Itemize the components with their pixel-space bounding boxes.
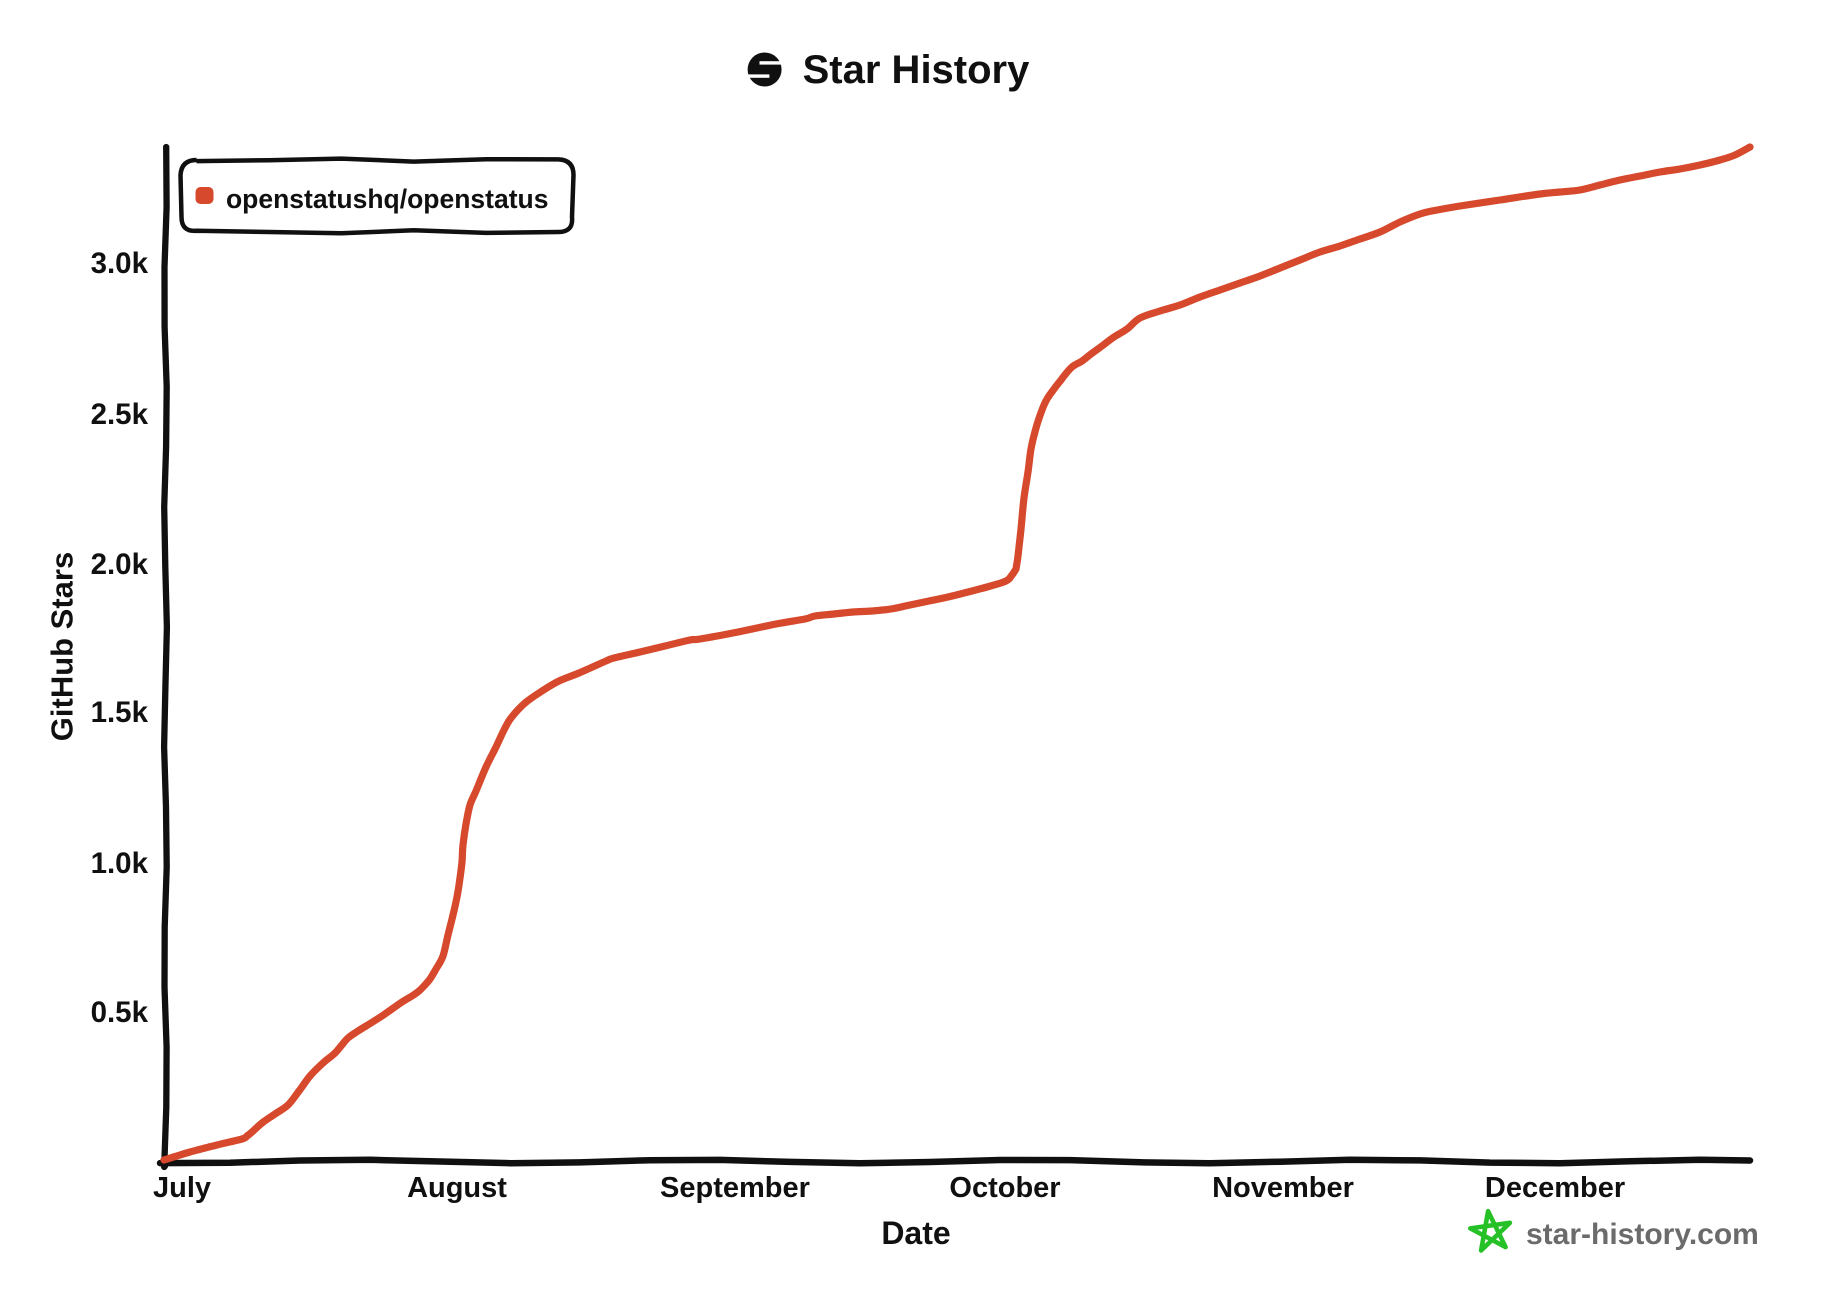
svg-text:July: July — [153, 1172, 211, 1204]
svg-text:2.0k: 2.0k — [91, 548, 149, 581]
svg-text:1.0k: 1.0k — [91, 847, 149, 880]
svg-text:1.5k: 1.5k — [91, 696, 149, 729]
svg-text:openstatushq/openstatus: openstatushq/openstatus — [226, 184, 548, 214]
svg-text:0.5k: 0.5k — [91, 996, 149, 1029]
svg-text:November: November — [1212, 1172, 1354, 1204]
svg-text:August: August — [407, 1172, 507, 1204]
svg-text:December: December — [1485, 1172, 1625, 1204]
svg-text:Date: Date — [881, 1215, 950, 1251]
svg-text:GitHub Stars: GitHub Stars — [45, 552, 80, 741]
svg-text:3.0k: 3.0k — [91, 247, 149, 280]
svg-text:October: October — [949, 1172, 1060, 1204]
svg-text:2.5k: 2.5k — [91, 398, 149, 431]
svg-text:star-history.com: star-history.com — [1526, 1218, 1759, 1251]
svg-text:September: September — [660, 1172, 810, 1204]
svg-text:Star History: Star History — [803, 48, 1030, 92]
